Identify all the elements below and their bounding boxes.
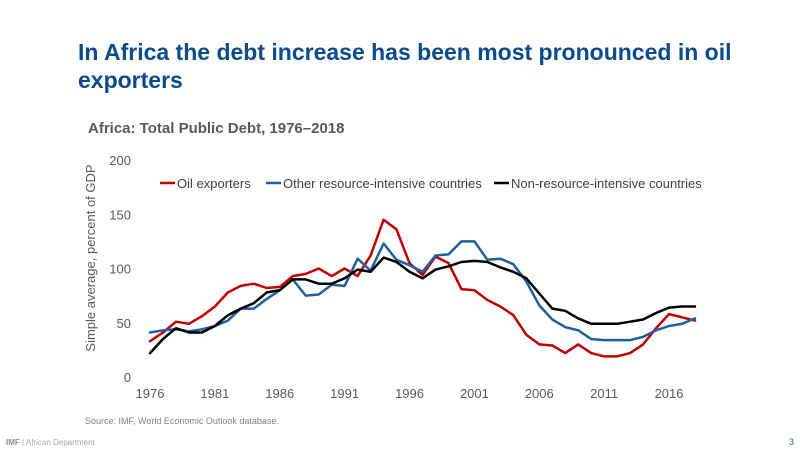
x-tick-label: 1991 xyxy=(330,386,359,401)
y-tick-label: 200 xyxy=(109,153,131,168)
x-tick-label: 1986 xyxy=(265,386,294,401)
y-tick-label: 50 xyxy=(117,316,131,331)
x-tick-label: 1996 xyxy=(395,386,424,401)
page-number: 3 xyxy=(788,437,794,447)
y-tick-label: 150 xyxy=(109,207,131,222)
series-line-1 xyxy=(148,218,697,358)
x-tick-label: 1976 xyxy=(136,386,165,401)
y-tick-label: 100 xyxy=(109,262,131,277)
legend-label: Oil exporters xyxy=(177,176,251,191)
series-line-3 xyxy=(148,256,697,355)
x-tick-label: 2016 xyxy=(655,386,684,401)
footer-org: IMF xyxy=(6,438,20,447)
source-note: Source: IMF, World Economic Outlook data… xyxy=(85,416,279,426)
slide-title: In Africa the debt increase has been mos… xyxy=(78,39,732,93)
x-tick-label: 2011 xyxy=(590,386,618,401)
footer: IMF | African Department xyxy=(6,438,95,447)
legend-label: Non-resource-intensive countries xyxy=(511,176,702,191)
x-tick-label: 2001 xyxy=(460,386,489,401)
y-tick-label: 0 xyxy=(124,370,131,385)
x-tick-label: 1981 xyxy=(200,386,229,401)
footer-department: | African Department xyxy=(22,438,95,447)
chart-title: Africa: Total Public Debt, 1976–2018 xyxy=(88,120,345,137)
x-tick-label: 2006 xyxy=(525,386,554,401)
y-axis-label: Simple average, percent of GDP xyxy=(83,164,98,351)
legend-label: Other resource-intensive countries xyxy=(283,176,482,191)
